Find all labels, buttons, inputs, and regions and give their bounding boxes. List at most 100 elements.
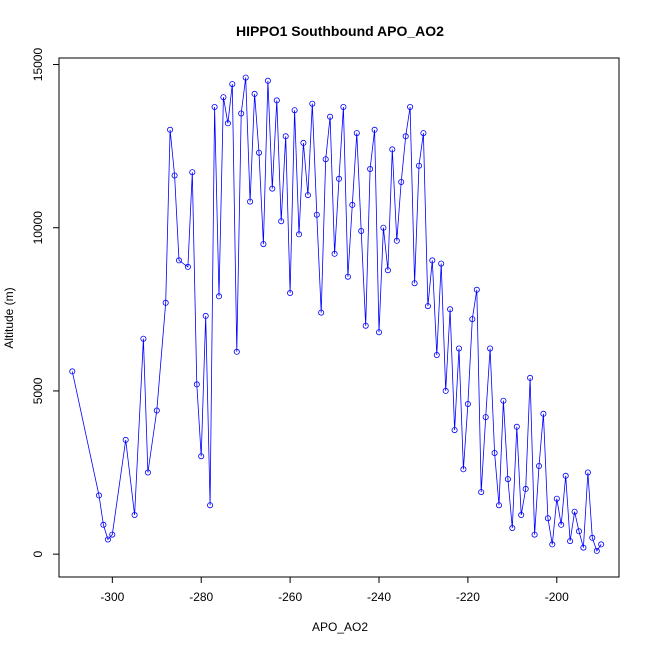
data-point — [389, 146, 396, 153]
data-point — [131, 512, 138, 519]
data-point — [455, 345, 462, 352]
data-point — [580, 544, 587, 551]
data-point — [460, 466, 467, 473]
data-point — [278, 218, 285, 225]
data-point — [184, 263, 191, 270]
data-point — [487, 345, 494, 352]
data-point — [295, 231, 302, 238]
plot-frame — [58, 57, 620, 578]
data-point — [371, 126, 378, 133]
x-axis-label: APO_AO2 — [312, 620, 368, 634]
data-point — [335, 175, 342, 182]
data-point — [224, 120, 231, 127]
data-point — [202, 312, 209, 319]
data-point — [411, 280, 418, 287]
data-point — [447, 306, 454, 313]
x-tick-label: -200 — [545, 590, 569, 604]
data-point — [318, 309, 325, 316]
data-point — [571, 508, 578, 515]
data-point — [491, 449, 498, 456]
data-point — [242, 74, 249, 81]
data-point — [193, 381, 200, 388]
data-point — [495, 502, 502, 509]
data-point — [100, 521, 107, 528]
data-point — [429, 257, 436, 264]
data-point — [300, 139, 307, 146]
data-point — [207, 502, 214, 509]
y-axis-label: Altitude (m) — [2, 287, 16, 348]
series-points — [69, 74, 605, 554]
data-point — [122, 436, 129, 443]
data-point — [69, 368, 76, 375]
data-point — [175, 257, 182, 264]
data-point — [233, 348, 240, 355]
data-point — [162, 299, 169, 306]
data-point — [593, 547, 600, 554]
data-point — [384, 267, 391, 274]
data-point — [549, 541, 556, 548]
data-point — [309, 100, 316, 107]
data-point — [313, 211, 320, 218]
data-point — [518, 512, 525, 519]
x-tick-label: -240 — [367, 590, 391, 604]
data-point — [247, 198, 254, 205]
data-point — [273, 97, 280, 104]
data-point — [478, 489, 485, 496]
data-point — [482, 414, 489, 421]
data-point — [464, 400, 471, 407]
data-point — [96, 492, 103, 499]
data-point — [358, 227, 365, 234]
x-tick-label: -300 — [100, 590, 124, 604]
x-tick-label: -220 — [456, 590, 480, 604]
data-point — [215, 293, 222, 300]
data-point — [415, 162, 422, 169]
data-point — [469, 316, 476, 323]
y-axis: 0 5000 10000 15000 — [31, 48, 59, 557]
data-point — [260, 241, 267, 248]
data-point — [255, 149, 262, 156]
data-point — [322, 156, 329, 163]
x-tick-label: -280 — [189, 590, 213, 604]
data-point — [420, 130, 427, 137]
data-point — [287, 289, 294, 296]
data-point — [291, 107, 298, 114]
data-point — [282, 133, 289, 140]
data-point — [393, 237, 400, 244]
data-point — [349, 201, 356, 208]
data-point — [513, 423, 520, 430]
data-point — [380, 224, 387, 231]
data-point — [407, 104, 414, 111]
data-point — [140, 335, 147, 342]
data-point — [167, 126, 174, 133]
data-point — [504, 476, 511, 483]
data-point — [567, 538, 574, 545]
data-point — [544, 515, 551, 522]
data-point — [362, 322, 369, 329]
data-point — [269, 185, 276, 192]
data-point — [304, 192, 311, 199]
data-point — [500, 397, 507, 404]
data-point — [598, 541, 605, 548]
x-axis: -300 -280 -260 -240 -220 -200 — [100, 577, 569, 604]
data-point — [424, 303, 431, 310]
data-point — [531, 531, 538, 538]
data-point — [509, 525, 516, 532]
data-point — [211, 104, 218, 111]
data-point — [375, 329, 382, 336]
data-point — [220, 94, 227, 101]
y-tick-label: 5000 — [31, 377, 45, 404]
data-point — [198, 453, 205, 460]
data-point — [104, 536, 111, 543]
data-point — [402, 133, 409, 140]
data-point — [553, 495, 560, 502]
data-point — [189, 169, 196, 176]
data-point — [144, 469, 151, 476]
series-line — [71, 77, 602, 552]
data-point — [353, 130, 360, 137]
data-point — [527, 374, 534, 381]
data-point — [442, 387, 449, 394]
data-point — [589, 534, 596, 541]
data-point — [576, 528, 583, 535]
y-tick-label: 10000 — [31, 211, 45, 245]
data-point — [340, 104, 347, 111]
